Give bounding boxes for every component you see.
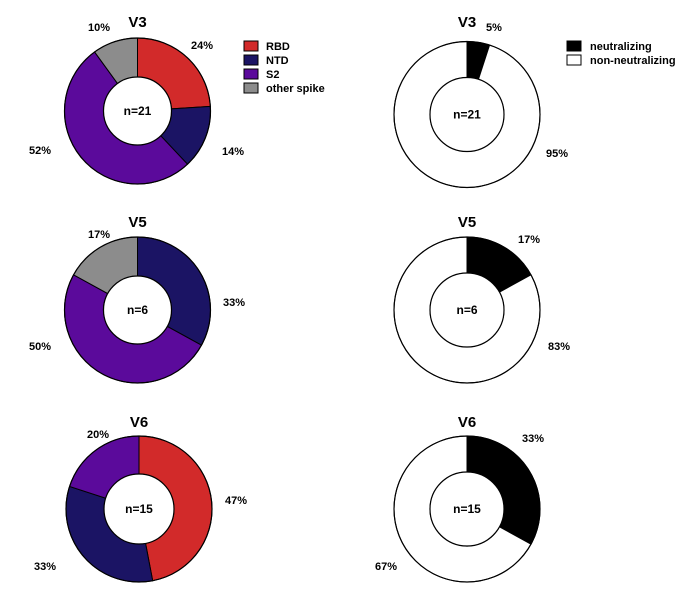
center-count-label: n=15 (453, 502, 481, 516)
slice-label-non-neutralizing: 67% (375, 561, 397, 573)
legend-label-rbd: RBD (266, 41, 290, 53)
slice-label-s2: 20% (87, 429, 109, 441)
donut-hole (102, 275, 173, 345)
legend-label-ntd: NTD (266, 55, 289, 67)
legend-swatch-rbd (243, 40, 259, 52)
legend-label-neutralizing: neutralizing (590, 41, 652, 53)
chart-title: V6 (130, 414, 148, 431)
slice-label-rbd: 47% (225, 495, 247, 507)
donut-outer-ring (393, 435, 541, 583)
legend-swatch-ntd (243, 54, 259, 66)
donut-chart-1: V3 24% 14% 52% 10% n=21 (29, 14, 244, 185)
donut-chart-6: V6 33% 67% n=15 (375, 414, 544, 583)
chart-title: V3 (128, 14, 146, 31)
center-count-label: n=21 (453, 108, 481, 122)
legend-neutralization: neutralizing non-neutralizing (566, 40, 676, 67)
slice-label-s2: 50% (29, 341, 51, 353)
slice-label-neutralizing: 33% (522, 433, 544, 445)
donut-chart-2: V3 5% 95% n=21 (393, 14, 568, 189)
legend-label-non-neutralizing: non-neutralizing (590, 55, 676, 67)
legend-swatch-other-spike (243, 82, 259, 94)
slice-label-s2: 52% (29, 145, 51, 157)
donut-chart-5: V6 47% 33% 20% n=15 (34, 414, 247, 583)
legend-label-other-spike: other spike (266, 83, 325, 95)
donut-outer-ring (393, 236, 541, 384)
donut-hole (429, 76, 505, 153)
slice-label-rbd: 24% (191, 40, 213, 52)
donut-hole (429, 471, 505, 547)
chart-title: V6 (458, 414, 476, 431)
legend-swatch-non-neutralizing (566, 54, 582, 66)
center-count-label: n=21 (124, 104, 152, 118)
donut-chart-3: V5 33% 50% 17% n=6 (29, 214, 245, 384)
donut-outer-ring (393, 40, 541, 189)
donut-chart-4: V5 17% 83% n=6 (393, 214, 570, 384)
slice-label-other-spike: 17% (88, 229, 110, 241)
donut-hole (429, 272, 505, 348)
slice-label-neutralizing: 17% (518, 234, 540, 246)
center-count-label: n=6 (127, 303, 148, 317)
chart-title: V5 (128, 214, 146, 231)
legend-swatch-neutralizing (566, 40, 582, 52)
slice-label-neutralizing: 5% (486, 22, 502, 34)
center-count-label: n=15 (125, 502, 153, 516)
donut-hole (102, 76, 173, 146)
legend-label-s2: S2 (266, 69, 279, 81)
slice-label-non-neutralizing: 83% (548, 341, 570, 353)
chart-title: V3 (458, 14, 476, 31)
slice-label-ntd: 33% (34, 561, 56, 573)
slice-label-ntd: 14% (222, 146, 244, 158)
center-count-label: n=6 (456, 303, 477, 317)
donut-outer-ring (63, 236, 212, 384)
slice-label-non-neutralizing: 95% (546, 148, 568, 160)
slice-label-ntd: 33% (223, 297, 245, 309)
donut-outer-ring (63, 37, 212, 185)
legend-swatch-s2 (243, 68, 259, 80)
chart-title: V5 (458, 214, 476, 231)
donut-hole (103, 473, 175, 545)
legend-domain: RBD NTD S2 other spike (243, 40, 325, 95)
slice-label-other-spike: 10% (88, 22, 110, 34)
donut-outer-ring (65, 435, 213, 583)
